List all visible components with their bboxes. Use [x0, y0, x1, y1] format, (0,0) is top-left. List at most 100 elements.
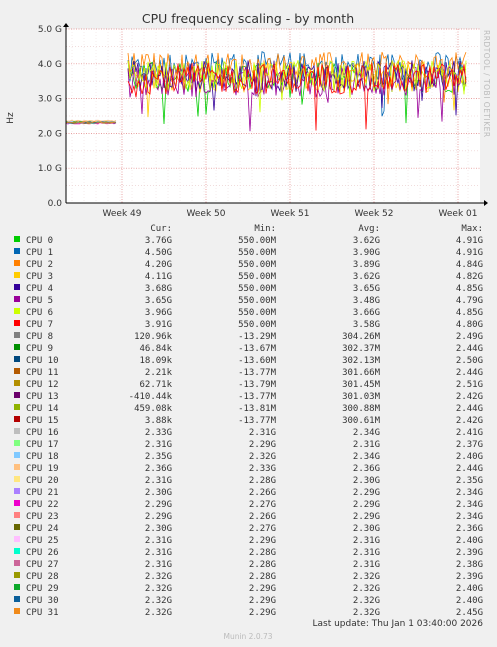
legend-name-cpu-31: CPU 31	[26, 608, 59, 618]
legend-max-cpu-0: 4.91G	[456, 236, 483, 246]
legend-cur-cpu-27: 2.31G	[145, 560, 172, 570]
legend-max-cpu-29: 2.40G	[456, 584, 483, 594]
legend-name-cpu-16: CPU 16	[26, 428, 59, 438]
legend-name-cpu-10: CPU 10	[26, 356, 59, 366]
legend-name-cpu-7: CPU 7	[26, 320, 53, 330]
legend-min-cpu-14: -13.81M	[238, 404, 277, 414]
legend-min-cpu-15: -13.77M	[238, 416, 277, 426]
legend-min-cpu-12: -13.79M	[238, 380, 277, 390]
legend-avg-cpu-2: 3.89G	[353, 260, 380, 270]
legend-avg-cpu-22: 2.29G	[353, 500, 380, 510]
legend-cur-cpu-9: 46.84k	[139, 344, 172, 354]
legend-name-cpu-19: CPU 19	[26, 464, 59, 474]
legend-max-cpu-2: 4.84G	[456, 260, 483, 270]
rrdtool-side-label: RRDTOOL / TOBI OETIKER	[482, 30, 491, 138]
legend-swatch-cpu-10	[14, 356, 20, 362]
legend-cur-cpu-17: 2.31G	[145, 440, 172, 450]
legend-cur-cpu-3: 4.11G	[145, 272, 172, 282]
legend-max-cpu-10: 2.50G	[456, 356, 483, 366]
legend-cur-cpu-24: 2.30G	[145, 524, 172, 534]
series-line-cpu-6	[127, 59, 467, 113]
y-tick-label: 2.0 G	[38, 129, 62, 139]
legend-header-min: Min:	[254, 224, 276, 234]
legend-name-cpu-12: CPU 12	[26, 380, 59, 390]
legend-swatch-cpu-28	[14, 572, 20, 578]
legend-name-cpu-23: CPU 23	[26, 512, 59, 522]
legend-cur-cpu-25: 2.31G	[145, 536, 172, 546]
legend-swatch-cpu-21	[14, 488, 20, 494]
legend-avg-cpu-17: 2.31G	[353, 440, 380, 450]
legend-swatch-cpu-13	[14, 392, 20, 398]
x-axis-arrow	[484, 200, 488, 206]
legend-max-cpu-22: 2.34G	[456, 500, 483, 510]
legend-min-cpu-27: 2.28G	[249, 560, 276, 570]
legend-name-cpu-30: CPU 30	[26, 596, 59, 606]
legend-min-cpu-30: 2.29G	[249, 596, 276, 606]
legend-avg-cpu-29: 2.32G	[353, 584, 380, 594]
legend-cur-cpu-28: 2.32G	[145, 572, 172, 582]
last-update: Last update: Thu Jan 1 03:40:00 2026	[313, 619, 484, 629]
legend-avg-cpu-14: 300.88M	[342, 404, 381, 414]
legend-avg-cpu-24: 2.30G	[353, 524, 380, 534]
legend-avg-cpu-8: 304.26M	[342, 332, 381, 342]
legend-cur-cpu-10: 18.09k	[139, 356, 172, 366]
legend-min-cpu-19: 2.33G	[249, 464, 276, 474]
legend-swatch-cpu-22	[14, 500, 20, 506]
legend-min-cpu-9: -13.67M	[238, 344, 277, 354]
legend-name-cpu-29: CPU 29	[26, 584, 59, 594]
legend-min-cpu-16: 2.31G	[249, 428, 276, 438]
x-tick-label: Week 49	[103, 209, 142, 219]
legend-max-cpu-23: 2.34G	[456, 512, 483, 522]
legend-max-cpu-31: 2.45G	[456, 608, 483, 618]
legend-cur-cpu-30: 2.32G	[145, 596, 172, 606]
legend-cur-cpu-1: 4.50G	[145, 248, 172, 258]
legend-swatch-cpu-12	[14, 380, 20, 386]
legend-name-cpu-20: CPU 20	[26, 476, 59, 486]
legend-swatch-cpu-5	[14, 296, 20, 302]
legend-cur-cpu-5: 3.65G	[145, 296, 172, 306]
legend: Cur: Min: Avg: Max: CPU 0 3.76G 550.00M 3.62G 4.…	[14, 224, 483, 618]
legend-name-cpu-27: CPU 27	[26, 560, 59, 570]
legend-cur-cpu-0: 3.76G	[145, 236, 172, 246]
legend-max-cpu-15: 2.42G	[456, 416, 483, 426]
legend-header-cur: Cur:	[150, 224, 172, 234]
legend-max-cpu-17: 2.37G	[456, 440, 483, 450]
legend-avg-cpu-5: 3.48G	[353, 296, 380, 306]
legend-min-cpu-11: -13.77M	[238, 368, 277, 378]
legend-avg-cpu-31: 2.32G	[353, 608, 380, 618]
x-tick-label: Week 52	[355, 209, 394, 219]
legend-cur-cpu-12: 62.71k	[139, 380, 172, 390]
legend-min-cpu-1: 550.00M	[238, 248, 277, 258]
legend-min-cpu-28: 2.28G	[249, 572, 276, 582]
legend-cur-cpu-20: 2.31G	[145, 476, 172, 486]
legend-max-cpu-3: 4.82G	[456, 272, 483, 282]
legend-swatch-cpu-29	[14, 584, 20, 590]
legend-name-cpu-15: CPU 15	[26, 416, 59, 426]
legend-swatch-cpu-24	[14, 524, 20, 530]
legend-swatch-cpu-2	[14, 260, 20, 266]
chart-title: CPU frequency scaling - by month	[142, 11, 354, 26]
x-tick-label: Week 50	[187, 209, 226, 219]
series-line-cpu-19	[65, 119, 117, 122]
legend-cur-cpu-29: 2.32G	[145, 584, 172, 594]
legend-max-cpu-4: 4.85G	[456, 284, 483, 294]
legend-swatch-cpu-20	[14, 476, 20, 482]
legend-avg-cpu-19: 2.36G	[353, 464, 380, 474]
legend-swatch-cpu-16	[14, 428, 20, 434]
legend-name-cpu-21: CPU 21	[26, 488, 59, 498]
y-tick-label: 5.0 G	[38, 25, 62, 35]
series-line-cpu-5	[127, 66, 467, 132]
legend-max-cpu-12: 2.51G	[456, 380, 483, 390]
legend-max-cpu-6: 4.85G	[456, 308, 483, 318]
legend-max-cpu-8: 2.49G	[456, 332, 483, 342]
legend-avg-cpu-23: 2.29G	[353, 512, 380, 522]
legend-max-cpu-11: 2.44G	[456, 368, 483, 378]
legend-max-cpu-19: 2.44G	[456, 464, 483, 474]
legend-swatch-cpu-7	[14, 320, 20, 326]
legend-header-max: Max:	[461, 224, 483, 234]
legend-min-cpu-10: -13.60M	[238, 356, 277, 366]
legend-avg-cpu-6: 3.66G	[353, 308, 380, 318]
legend-swatch-cpu-15	[14, 416, 20, 422]
legend-header-avg: Avg:	[358, 224, 380, 234]
